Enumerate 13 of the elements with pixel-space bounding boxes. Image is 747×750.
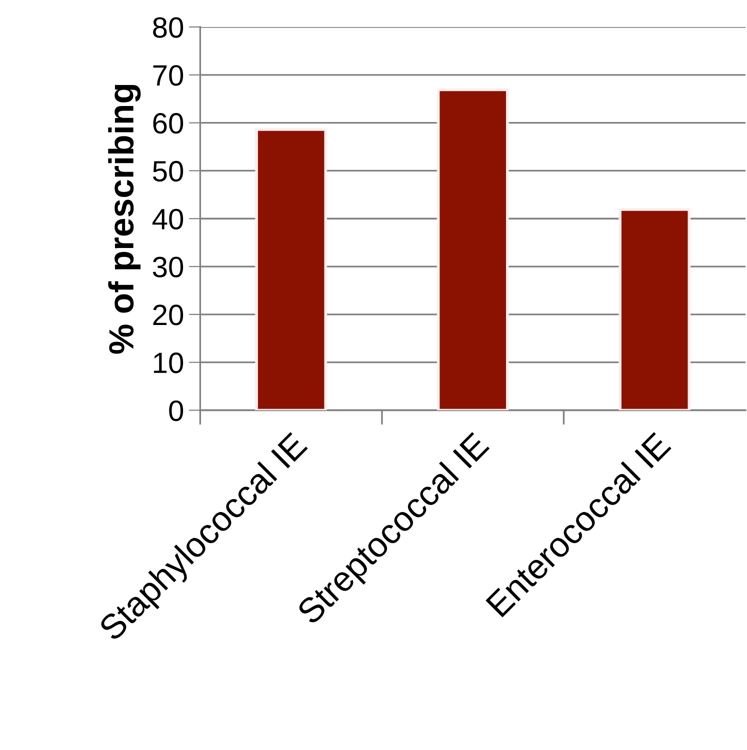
y-axis-title: % of prescribing [108, 84, 141, 354]
y-tick-label: 50 [152, 160, 184, 182]
y-tick-label: 80 [153, 17, 184, 38]
y-tick-label: 60 [153, 113, 184, 134]
bar [255, 128, 328, 410]
y-tick-label: 70 [153, 65, 184, 86]
y-tick-label: 30 [152, 256, 184, 278]
y-tick-label: 0 [169, 400, 184, 422]
y-tick-label: 10 [154, 352, 184, 374]
y-tick-label: 20 [153, 304, 184, 326]
bar [618, 208, 691, 410]
y-tick-label: 40 [152, 208, 184, 230]
bar [436, 88, 509, 410]
